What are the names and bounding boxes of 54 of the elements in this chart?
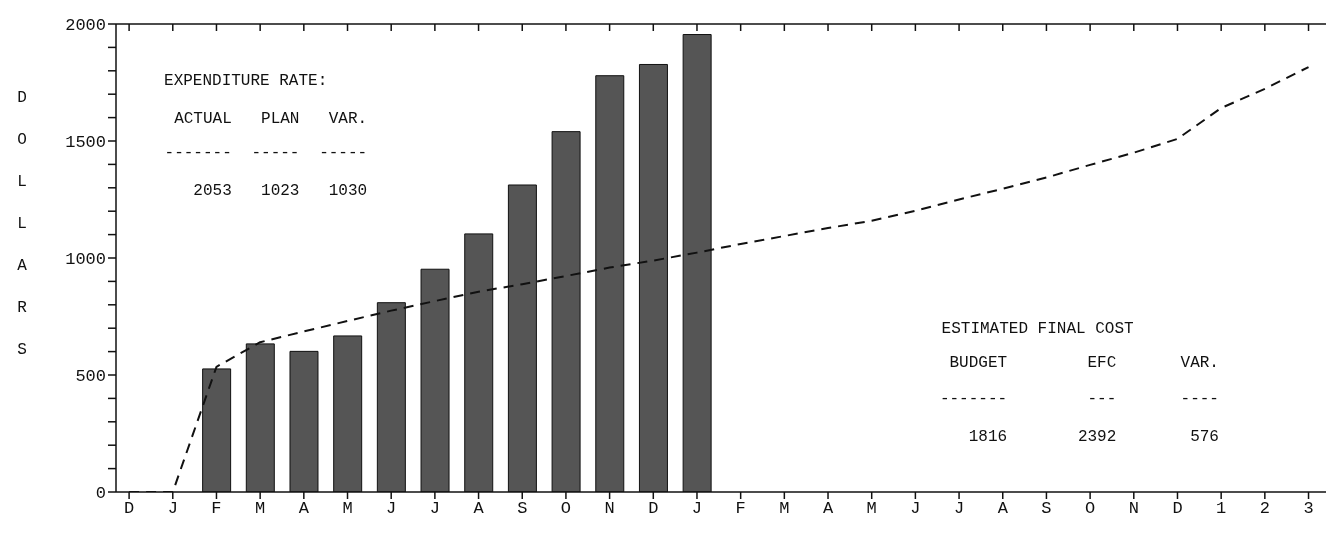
x-tick-label: F: [735, 499, 746, 519]
annotation: 1030: [328, 181, 368, 200]
x-tick-label: D: [124, 499, 135, 519]
x-tick-label: A: [997, 499, 1009, 519]
y-tick-label: 1000: [65, 250, 106, 270]
annotation: 2392: [1077, 427, 1117, 446]
x-tick-label: A: [822, 499, 834, 519]
annotation: BUDGET: [949, 353, 1008, 372]
y-tick-label: 0: [95, 484, 106, 504]
x-tick-label: J: [167, 499, 178, 519]
annotation: 1816: [968, 427, 1008, 446]
x-tick-label: J: [953, 499, 965, 519]
x-tick-label: M: [866, 499, 877, 519]
annotation: -------: [939, 389, 1008, 408]
x-tick-label: J: [910, 499, 921, 519]
x-tick-label: 3: [1303, 499, 1314, 519]
annotation: VAR.: [328, 109, 368, 128]
x-tick-label: D: [1172, 499, 1183, 519]
x-tick-label: J: [691, 499, 703, 519]
x-tick-label: 2: [1259, 499, 1270, 519]
annotation: ----: [1180, 389, 1219, 408]
x-tick-label: D: [648, 499, 659, 519]
y-tick-label: 500: [75, 367, 106, 387]
y-tick-label: 2000: [65, 16, 106, 36]
annotation: ---: [1087, 389, 1117, 408]
annotation: PLAN: [261, 109, 300, 128]
text: DOLLARS: [17, 89, 27, 359]
annotation: VAR.: [1180, 353, 1219, 372]
annotation: 1023: [261, 181, 300, 200]
x-tick-label: M: [779, 499, 790, 519]
annotation: -----: [319, 143, 368, 162]
x-tick-label: M: [255, 499, 266, 519]
x-tick-label: S: [1041, 499, 1052, 519]
annotation: 576: [1190, 427, 1219, 446]
x-tick-label: S: [517, 499, 528, 519]
x-tick-label: O: [560, 499, 572, 519]
x-tick-label: A: [473, 499, 485, 519]
x-tick-label: J: [429, 499, 440, 519]
x-tick-label: M: [342, 499, 353, 519]
x-tick-label: N: [1128, 499, 1139, 519]
annotation: 2053: [193, 181, 232, 200]
annotation: EFC: [1087, 353, 1117, 372]
x-tick-label: J: [386, 499, 397, 519]
x-tick-label: A: [298, 499, 310, 519]
annotation: EXPENDITURE RATE:: [164, 71, 328, 90]
annotation: ACTUAL: [174, 109, 232, 128]
y-tick-label: 1500: [65, 133, 106, 153]
annotation: -----: [251, 143, 300, 162]
x-tick-label: 1: [1216, 499, 1227, 519]
annotation: -------: [164, 143, 232, 162]
annotation: ESTIMATED FINAL COST: [941, 319, 1134, 338]
x-tick-label: N: [604, 499, 615, 519]
x-tick-label: F: [211, 499, 222, 519]
x-tick-label: O: [1085, 499, 1096, 519]
